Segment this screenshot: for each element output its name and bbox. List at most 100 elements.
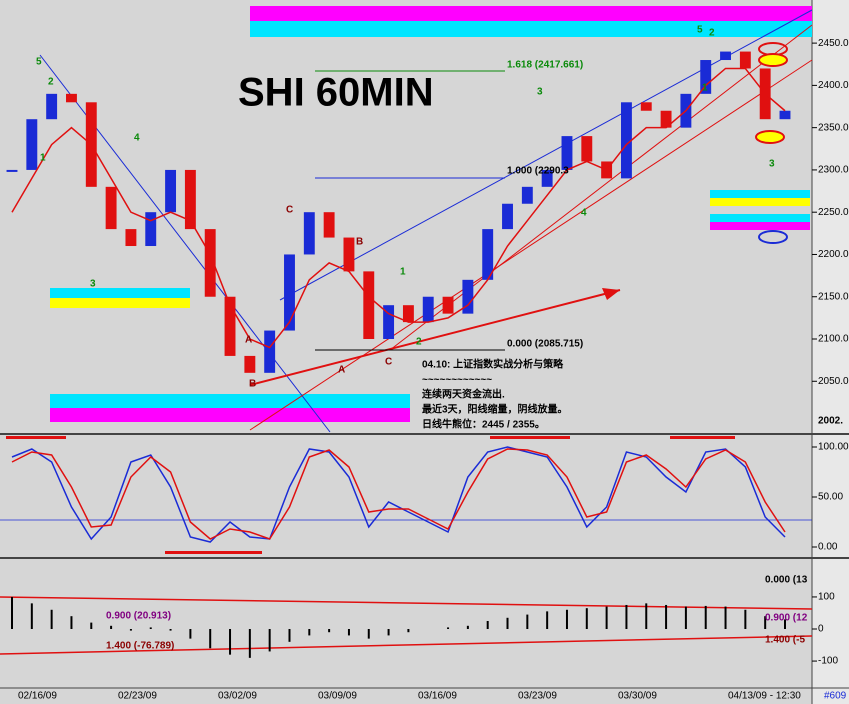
wave-label: 5 (36, 57, 42, 68)
moving-average (11, 67, 786, 349)
candle (640, 102, 652, 111)
trend-line (389, 24, 813, 351)
zone-bar (50, 394, 410, 408)
x-tick-label: 03/23/09 (518, 691, 557, 702)
wave-label: C (286, 205, 293, 216)
zone-bar (710, 222, 810, 230)
arrow (249, 289, 621, 386)
candle (660, 110, 672, 128)
candle (383, 305, 395, 340)
candle (284, 254, 295, 331)
zone-bar (50, 298, 190, 308)
note-line: 连续两天资金流出. (422, 388, 505, 401)
y-tick-label: 2200.00 (818, 249, 849, 260)
candle (204, 229, 216, 297)
wave-label: 3 (537, 87, 543, 98)
y-tick-label: 2250.00 (818, 207, 849, 218)
note-line: 日线牛熊位：2445 / 2355。 (422, 418, 545, 431)
macd-label: 0.900 (12 (765, 613, 808, 624)
candle (581, 136, 593, 162)
candle (442, 296, 454, 314)
candle (46, 93, 58, 120)
x-tick-label: 03/16/09 (418, 691, 457, 702)
candle (145, 212, 157, 247)
zone-bar (710, 198, 810, 206)
wave-label: B (356, 237, 363, 248)
wave-label: 2 (416, 337, 422, 348)
y-tick-label: 0.00 (818, 542, 838, 553)
candle (6, 169, 18, 172)
y-tick-label: -100 (818, 656, 838, 667)
x-tick-label: 03/09/09 (318, 691, 357, 702)
annotation: 1.618 (2417.661) (507, 60, 583, 71)
arrow-head (602, 288, 620, 300)
x-tick-label: 03/02/09 (218, 691, 257, 702)
candle (541, 169, 553, 187)
wave-label: A (338, 365, 345, 376)
candle (700, 60, 712, 94)
candle (561, 136, 573, 170)
wave-label: 5 (697, 25, 703, 36)
y-tick-label: 2400.00 (818, 80, 849, 91)
candle (620, 102, 632, 179)
note-line: 04.10: 上证指数实战分析与策略 (422, 358, 564, 371)
candle (779, 110, 791, 120)
trend-line (249, 59, 813, 431)
annotation: 1.000 (2290.3 (507, 166, 569, 177)
candle (165, 169, 177, 213)
signal-bar (490, 436, 570, 439)
zone-bar (710, 190, 810, 198)
y-tick-label: 100 (818, 592, 835, 603)
highlight (758, 230, 788, 244)
candle (502, 203, 513, 230)
chart-title: SHI 60MIN (238, 71, 434, 115)
wave-label: 2 (48, 77, 54, 88)
candle (422, 296, 434, 323)
macd-label: 1.400 (-76.789) (106, 641, 174, 652)
signal-bar (6, 436, 66, 439)
macd-label: 0.000 (13 (765, 575, 808, 586)
annotation: 0.000 (2085.715) (507, 339, 583, 350)
macd-level (0, 596, 813, 610)
stoch-line (11, 448, 786, 540)
axis-panel (812, 0, 849, 704)
y-tick-label: 2350.00 (818, 122, 849, 133)
macd-label: 1.400 (-5 (765, 635, 805, 646)
candle (521, 186, 533, 204)
candle (343, 237, 355, 272)
y-tick-label: 50.00 (818, 492, 843, 503)
note-line: ~~~~~~~~~~~~ (422, 375, 492, 386)
candle (244, 355, 256, 373)
macd-level (0, 635, 813, 655)
candle (720, 51, 731, 61)
candle (402, 305, 414, 323)
candle (739, 51, 751, 69)
footer: #609 (824, 691, 847, 702)
candle (105, 186, 117, 230)
candle (482, 229, 494, 280)
y-tick-label: 0 (818, 624, 824, 635)
candle (323, 212, 335, 238)
wave-label: 1 (40, 153, 46, 164)
y-tick-label: 2150.00 (818, 291, 849, 302)
x-tick-label: 04/13/09 - 12:30 (728, 691, 801, 702)
annotation: 2002. (818, 416, 843, 427)
wave-label: 2 (709, 28, 715, 39)
candle (26, 119, 38, 170)
wave-label: A (245, 335, 252, 346)
wave-label: B (249, 379, 256, 390)
signal-bar (670, 436, 735, 439)
candle (462, 279, 474, 314)
y-tick-label: 2450.00 (818, 38, 849, 49)
candle (125, 229, 137, 247)
candle (184, 169, 196, 230)
note-line: 最近3天，阳线缩量，阴线放量。 (422, 403, 568, 416)
wave-label: 3 (769, 159, 775, 170)
wave-label: 3 (90, 279, 96, 290)
zone-bar (250, 21, 812, 37)
candle (224, 296, 236, 356)
wave-label: 1 (400, 267, 406, 278)
zone-bar (50, 288, 190, 298)
